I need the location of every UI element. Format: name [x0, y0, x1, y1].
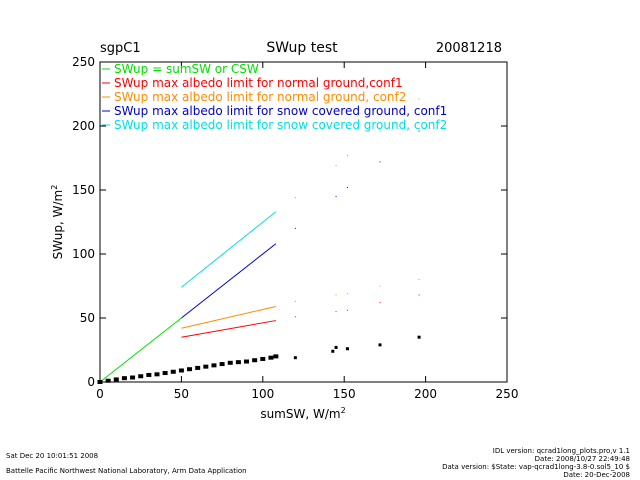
limit-dot [418, 294, 420, 296]
legend-label: SWup max albedo limit for normal ground,… [114, 76, 403, 90]
data-point [345, 347, 349, 351]
footer-institution: Battelle Pacific Northwest National Labo… [6, 467, 247, 475]
data-point [293, 356, 297, 360]
data-point [138, 374, 144, 379]
footer-idl-version: IDL version: qcrad1long_plots.pro,v 1.1 [492, 447, 630, 455]
y-axis-label: SWup, W/m2 [50, 185, 65, 260]
x-tick-label: 150 [333, 387, 356, 401]
limit-dot [335, 165, 337, 167]
limit-dot [379, 285, 381, 287]
limit-dot [346, 309, 348, 311]
line-snow-conf1 [181, 243, 277, 319]
chart-title: SWup test [266, 40, 338, 56]
y-tick-label: 0 [87, 375, 95, 389]
data-point [162, 371, 168, 376]
limit-dot [379, 161, 381, 163]
data-point [378, 343, 382, 347]
y-axis-ticks: 0 50 100 150 200 250 [72, 55, 507, 389]
limit-dot [418, 98, 420, 100]
x-tick-label: 0 [96, 387, 104, 401]
limit-dot [418, 130, 420, 132]
x-axis-label-base: sumSW, W/m [260, 407, 340, 421]
data-point [178, 368, 184, 373]
y-tick-label: 50 [80, 311, 95, 325]
data-point [252, 358, 258, 363]
limit-dot [346, 293, 348, 295]
data-point [260, 356, 266, 361]
data-point [97, 380, 103, 384]
limit-dot [346, 186, 348, 188]
footer-run-date: Date: 20-Dec-2008 [563, 471, 630, 479]
data-point [417, 335, 421, 339]
data-point [170, 369, 176, 374]
line-snow-conf2 [181, 211, 277, 288]
data-point [211, 363, 217, 368]
data-point [195, 365, 201, 370]
limit-dot [294, 227, 296, 229]
x-axis-label-sup: 2 [341, 406, 346, 415]
data-point [227, 360, 233, 365]
y-tick-label: 200 [72, 119, 95, 133]
data-point [273, 354, 279, 359]
site-label: sgpC1 [100, 41, 141, 56]
data-point [121, 376, 127, 381]
limit-dot [418, 279, 420, 281]
x-tick-label: 200 [414, 387, 437, 401]
limit-dot [294, 300, 296, 302]
series-layer [97, 98, 421, 384]
data-point [105, 378, 111, 383]
data-point [268, 355, 274, 360]
legend-label: SWup = sumSW or CSW [114, 62, 259, 76]
data-point [219, 362, 225, 367]
limit-dot [294, 197, 296, 199]
data-point [130, 375, 136, 380]
limit-dot [335, 294, 337, 296]
line-normal-conf1 [181, 320, 276, 338]
data-point [331, 349, 335, 353]
legend-label: SWup max albedo limit for snow covered g… [114, 118, 447, 132]
y-axis-label-base: SWup, W/m [51, 190, 65, 260]
limit-dot [379, 130, 381, 132]
limit-dot [346, 154, 348, 156]
x-tick-label: 250 [496, 387, 519, 401]
legend-label: SWup max albedo limit for snow covered g… [114, 104, 447, 118]
data-point [203, 364, 209, 369]
footer-data-version: Data version: $State: vap-qcrad1long-3.8… [442, 463, 630, 471]
line-normal-conf2 [181, 305, 276, 329]
limit-dot [294, 316, 296, 318]
data-point [187, 367, 193, 372]
x-tick-label: 100 [251, 387, 274, 401]
data-point [244, 359, 250, 364]
date-label: 20081218 [436, 41, 502, 56]
legend-label: SWup max albedo limit for normal ground,… [114, 90, 406, 104]
limit-dot [335, 195, 337, 197]
x-axis-ticks: 0 50 100 150 200 250 [96, 62, 518, 401]
data-point [113, 377, 119, 382]
x-tick-label: 50 [174, 387, 189, 401]
plot-frame [99, 61, 508, 383]
x-axis-label: sumSW, W/m2 [260, 406, 345, 421]
y-tick-label: 150 [72, 183, 95, 197]
footer-file-date: Date: 2008/10/27 22:49:48 [534, 455, 630, 463]
line-one-to-one [99, 317, 182, 383]
limit-dot [335, 311, 337, 313]
y-axis-label-sup: 2 [50, 185, 59, 190]
data-point [154, 372, 160, 377]
y-tick-label: 100 [72, 247, 95, 261]
data-point [334, 345, 338, 349]
y-tick-label: 250 [72, 55, 95, 69]
data-point [235, 360, 241, 365]
data-point [146, 372, 152, 377]
footer-timestamp: Sat Dec 20 10:01:51 2008 [6, 452, 99, 460]
limit-dot [379, 302, 381, 304]
